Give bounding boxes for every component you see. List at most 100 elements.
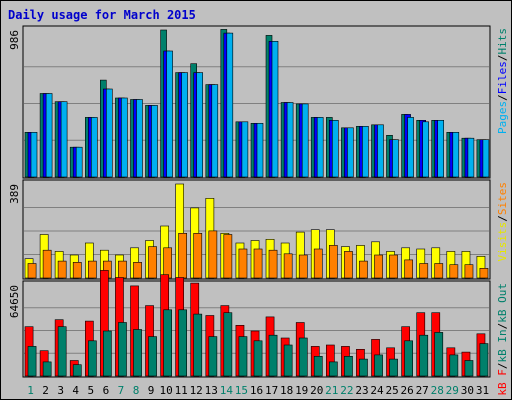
bar-kbytes-kb-out-31 bbox=[479, 343, 489, 377]
bar-visits-sites-13 bbox=[208, 230, 218, 279]
bar-kbytes-kb-out-20 bbox=[313, 355, 323, 377]
chart-title: Daily usage for March 2015 bbox=[8, 8, 196, 22]
bar-kbytes-kb-out-8 bbox=[133, 329, 142, 377]
bar-hits-pages-10 bbox=[166, 50, 173, 178]
right-label-part: Files bbox=[496, 61, 509, 94]
x-tick-label: 1 bbox=[27, 384, 34, 397]
bar-kbytes-kb-out-29 bbox=[449, 354, 459, 377]
panel-hits-right-label: Pages/Files/Hits bbox=[496, 28, 509, 134]
bar-kbytes-kb-out-21 bbox=[328, 361, 338, 377]
bar-hits-pages-27 bbox=[422, 121, 430, 178]
bar-visits-sites-3 bbox=[57, 260, 67, 279]
bar-kbytes-kb-out-14 bbox=[223, 312, 233, 377]
x-tick-label: 7 bbox=[118, 384, 125, 397]
bar-visits-sites-29 bbox=[449, 264, 459, 279]
bar-visits-sites-7 bbox=[118, 260, 127, 279]
bar-hits-pages-19 bbox=[301, 103, 309, 178]
x-tick-label: 21 bbox=[325, 384, 338, 397]
bar-kbytes-kb-out-24 bbox=[374, 354, 383, 377]
x-tick-label: 29 bbox=[446, 384, 459, 397]
bar-kbytes-kb-out-23 bbox=[359, 358, 368, 377]
bar-hits-pages-3 bbox=[60, 101, 68, 178]
bar-visits-sites-28 bbox=[434, 263, 444, 279]
x-tick-label: 6 bbox=[103, 384, 110, 397]
panels: 986Pages/Files/Hits389Visits/Sites64650k… bbox=[8, 25, 509, 396]
panel-kbytes-right-label: kB F/kB In/kB Out bbox=[496, 283, 509, 396]
bar-visits-sites-9 bbox=[148, 246, 157, 279]
x-tick-label: 14 bbox=[220, 384, 234, 397]
bar-visits-sites-30 bbox=[464, 264, 474, 279]
x-tick-label: 8 bbox=[133, 384, 140, 397]
bar-hits-pages-30 bbox=[467, 137, 475, 178]
bar-visits-sites-11 bbox=[178, 233, 188, 279]
bar-visits-sites-26 bbox=[404, 259, 414, 279]
bar-kbytes-kb-out-27 bbox=[419, 334, 429, 377]
panel-visits-ymax-label: 389 bbox=[8, 184, 21, 204]
bar-kbytes-kb-out-25 bbox=[389, 358, 398, 377]
bar-hits-pages-14 bbox=[226, 32, 234, 178]
bar-hits-pages-5 bbox=[91, 117, 98, 178]
bar-hits-pages-28 bbox=[437, 120, 445, 178]
bar-hits-pages-13 bbox=[211, 84, 219, 178]
bar-hits-pages-9 bbox=[151, 105, 158, 178]
x-tick-label: 4 bbox=[72, 384, 79, 397]
right-label-part: Visits bbox=[496, 222, 509, 262]
bar-hits-pages-21 bbox=[331, 120, 339, 178]
bar-hits-pages-6 bbox=[106, 88, 113, 178]
bar-kbytes-kb-out-10 bbox=[163, 309, 173, 377]
bar-kbytes-kb-out-3 bbox=[57, 326, 67, 377]
x-tick-label: 20 bbox=[310, 384, 323, 397]
bar-visits-sites-12 bbox=[193, 233, 203, 279]
bar-visits-sites-20 bbox=[313, 248, 323, 279]
x-tick-label: 13 bbox=[205, 384, 218, 397]
bar-visits-sites-10 bbox=[163, 247, 173, 279]
bar-hits-pages-1 bbox=[30, 132, 38, 178]
bar-visits-sites-23 bbox=[359, 260, 368, 279]
bar-hits-pages-24 bbox=[377, 124, 384, 178]
bar-hits-pages-22 bbox=[347, 127, 354, 178]
bar-visits-sites-17 bbox=[268, 249, 278, 279]
x-tick-label: 23 bbox=[355, 384, 368, 397]
x-tick-label: 11 bbox=[175, 384, 188, 397]
bar-kbytes-kb-out-19 bbox=[298, 337, 308, 377]
bar-kbytes-kb-out-26 bbox=[404, 340, 414, 377]
bar-hits-pages-26 bbox=[407, 117, 414, 178]
bar-kbytes-kb-out-22 bbox=[344, 355, 353, 377]
bar-visits-sites-19 bbox=[298, 254, 308, 279]
bar-kbytes-kb-out-28 bbox=[434, 332, 444, 377]
bar-visits-sites-1 bbox=[27, 263, 37, 279]
x-tick-label: 22 bbox=[340, 384, 353, 397]
right-label-part: kB F bbox=[496, 369, 509, 396]
bar-kbytes-kb-out-9 bbox=[148, 336, 157, 377]
x-tick-label: 26 bbox=[400, 384, 413, 397]
bar-visits-sites-25 bbox=[389, 254, 398, 279]
bar-kbytes-kb-out-18 bbox=[283, 344, 293, 377]
x-tick-label: 3 bbox=[57, 384, 64, 397]
x-tick-label: 5 bbox=[87, 384, 94, 397]
bar-kbytes-kb-out-11 bbox=[178, 309, 188, 377]
bar-hits-pages-17 bbox=[271, 40, 279, 178]
bar-kbytes-kb-out-1 bbox=[27, 346, 37, 377]
right-label-part: Hits bbox=[496, 28, 509, 55]
x-tick-label: 10 bbox=[159, 384, 172, 397]
x-tick-label: 15 bbox=[235, 384, 248, 397]
bar-kbytes-kb-out-7 bbox=[118, 322, 127, 377]
x-tick-label: 27 bbox=[416, 384, 429, 397]
panel-visits-right-label: Visits/Sites bbox=[496, 182, 509, 262]
x-tick-label: 19 bbox=[295, 384, 308, 397]
bar-hits-pages-12 bbox=[196, 72, 203, 178]
bar-visits-sites-15 bbox=[238, 248, 248, 279]
x-tick-label: 16 bbox=[250, 384, 263, 397]
right-label-part: kB In bbox=[496, 329, 509, 362]
bar-hits-pages-15 bbox=[241, 121, 249, 178]
bar-hits-pages-23 bbox=[362, 126, 369, 178]
x-tick-label: 28 bbox=[431, 384, 444, 397]
bar-kbytes-kb-out-5 bbox=[88, 340, 97, 377]
bar-kbytes-kb-out-4 bbox=[72, 364, 82, 377]
bar-visits-sites-21 bbox=[328, 245, 338, 279]
bar-visits-sites-4 bbox=[72, 261, 82, 279]
right-label-part: / bbox=[496, 55, 509, 62]
x-tick-label: 2 bbox=[42, 384, 49, 397]
bar-hits-pages-20 bbox=[316, 117, 324, 178]
